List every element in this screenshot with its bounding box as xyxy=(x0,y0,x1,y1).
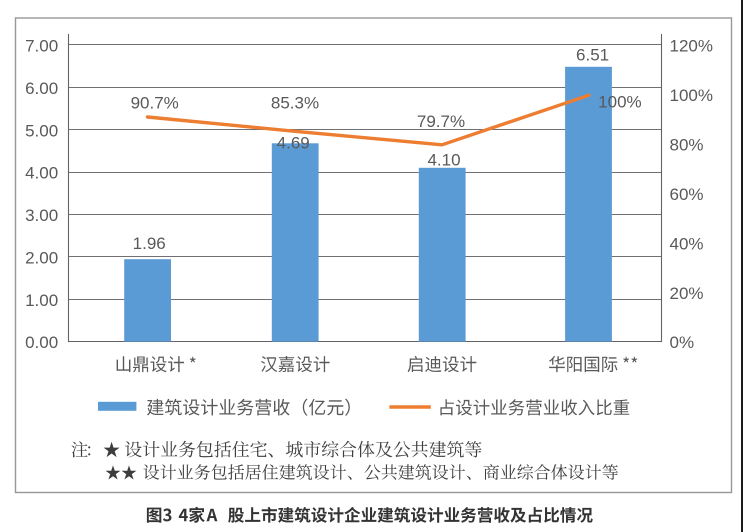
svg-text:85.3%: 85.3% xyxy=(271,94,319,113)
svg-text:4.69: 4.69 xyxy=(277,134,310,153)
svg-text:4.00: 4.00 xyxy=(25,164,58,183)
svg-text:2.00: 2.00 xyxy=(25,249,58,268)
svg-text:60%: 60% xyxy=(670,185,704,204)
svg-text:0.00: 0.00 xyxy=(25,333,58,352)
svg-text:1.00: 1.00 xyxy=(25,291,58,310)
svg-text:120%: 120% xyxy=(670,37,713,56)
svg-text:100%: 100% xyxy=(670,86,713,105)
svg-text:0%: 0% xyxy=(670,333,695,352)
svg-text:1.96: 1.96 xyxy=(133,234,166,253)
svg-text:7.00: 7.00 xyxy=(25,37,58,56)
svg-text:6.51: 6.51 xyxy=(576,46,609,65)
svg-text:20%: 20% xyxy=(670,284,704,303)
svg-text:40%: 40% xyxy=(670,234,704,253)
svg-text:5.00: 5.00 xyxy=(25,121,58,140)
svg-text:100%: 100% xyxy=(598,92,641,111)
svg-text:3.00: 3.00 xyxy=(25,206,58,225)
svg-text:6.00: 6.00 xyxy=(25,79,58,98)
svg-text:79.7%: 79.7% xyxy=(417,112,465,131)
svg-text:90.7%: 90.7% xyxy=(131,94,179,113)
svg-text:4.10: 4.10 xyxy=(427,150,460,169)
svg-text:80%: 80% xyxy=(670,136,704,155)
